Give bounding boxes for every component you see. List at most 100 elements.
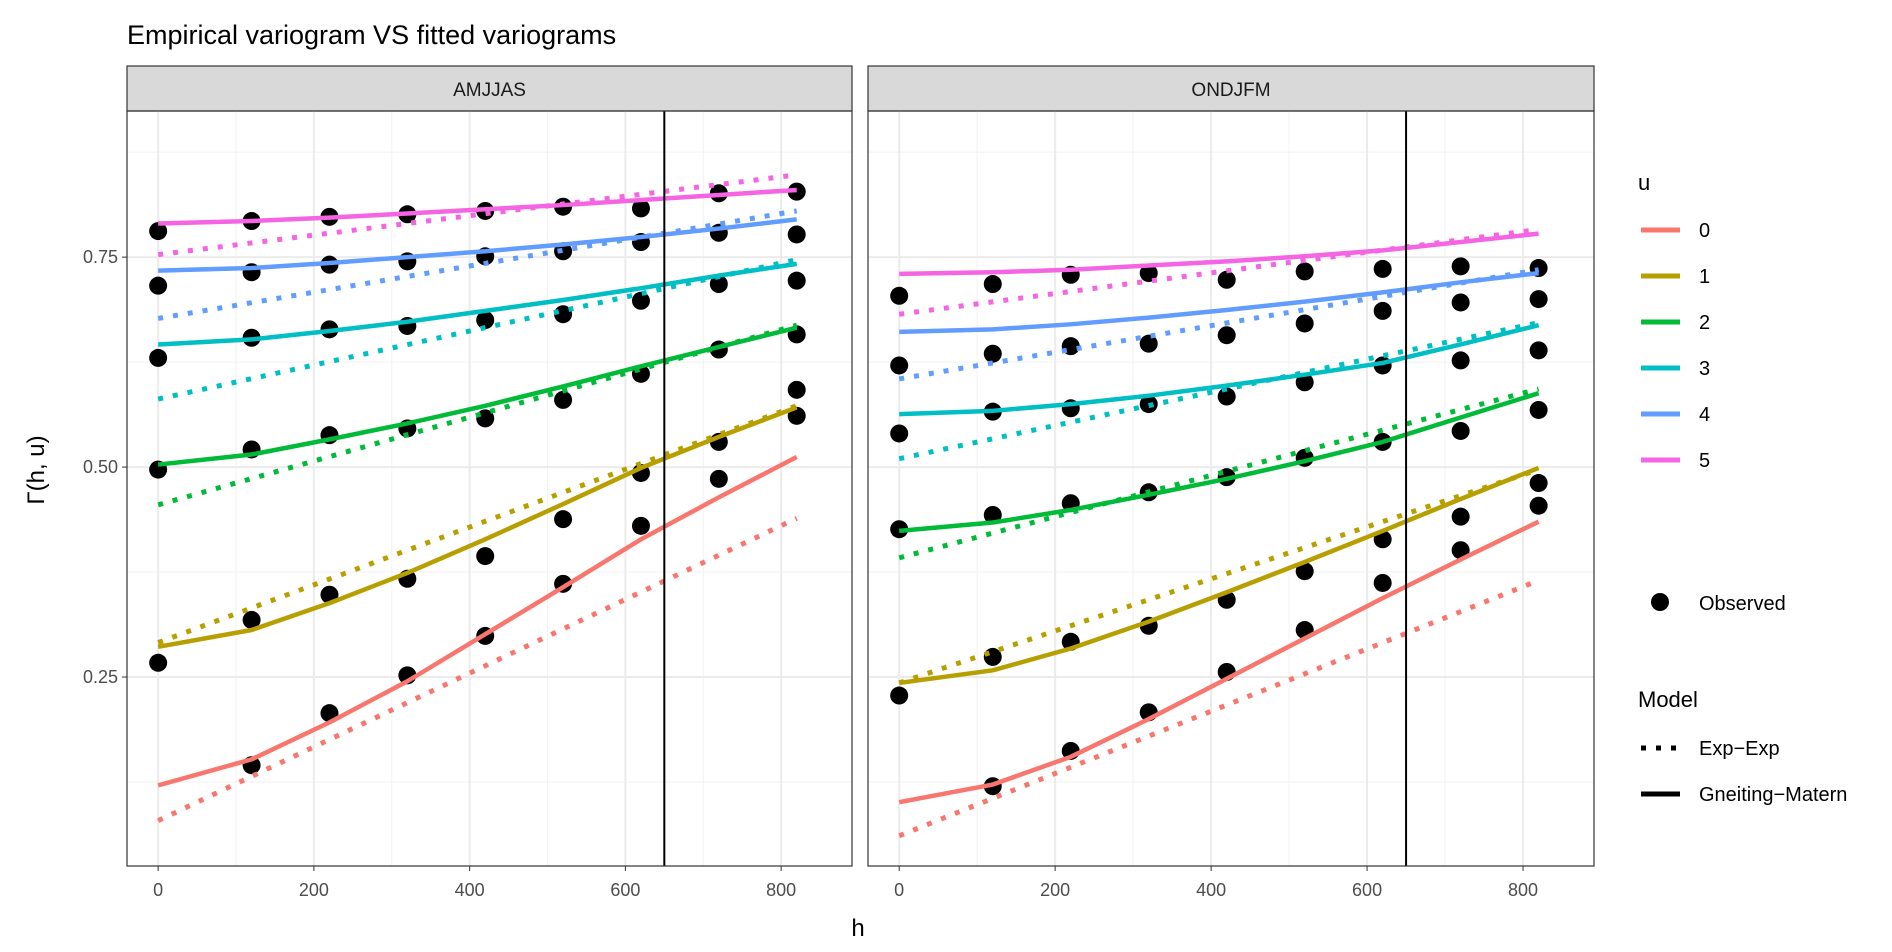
observed-point-u0 xyxy=(1451,541,1470,560)
observed-point-u4 xyxy=(1295,314,1314,333)
legend-u-label: 5 xyxy=(1699,450,1710,472)
exp-exp-line-u2 xyxy=(898,386,1540,561)
observed-point-u0 xyxy=(1373,573,1392,592)
observed-point-u5 xyxy=(1295,262,1314,281)
observed-point-u1 xyxy=(1295,562,1314,581)
observed-point-u3 xyxy=(149,348,168,367)
x-tick-label: 800 xyxy=(1508,880,1538,900)
observed-point-u5 xyxy=(1139,264,1158,283)
observed-point-u3 xyxy=(554,305,573,324)
gneiting-matern-line-u2 xyxy=(898,391,1540,534)
facet-strip-label: AMJJAS xyxy=(453,80,526,101)
exp-exp-line-u3 xyxy=(898,320,1540,462)
gneiting-matern-line-u1 xyxy=(898,465,1540,686)
observed-point-u3 xyxy=(1217,387,1236,406)
panel-border xyxy=(867,110,1595,867)
legend-u-label: 3 xyxy=(1699,358,1710,380)
y-tick-label: 0.75 xyxy=(83,247,118,267)
observed-point-u4 xyxy=(787,225,806,244)
observed-point-u1 xyxy=(1451,507,1470,526)
facet-strip xyxy=(126,65,853,112)
gneiting-matern-line-u3 xyxy=(158,261,798,347)
y-tick-label: 0.25 xyxy=(83,667,118,687)
gneiting-matern-line-u2 xyxy=(157,325,798,467)
x-tick-label: 800 xyxy=(766,880,796,900)
observed-point-u2 xyxy=(476,409,495,428)
observed-point-u5 xyxy=(1217,270,1236,289)
observed-point-u4 xyxy=(890,356,909,375)
observed-point-u4 xyxy=(1451,293,1470,312)
x-tick-label: 200 xyxy=(299,880,329,900)
exp-exp-line-u4 xyxy=(157,208,798,321)
observed-point-u5 xyxy=(1373,259,1392,278)
observed-point-u5 xyxy=(149,222,168,241)
panel-amjjas: AMJJAS 0 200 400 600 800 0.25 0.50 0.75 xyxy=(83,65,853,900)
observed-point-u0 xyxy=(631,516,650,535)
x-tick-label: 400 xyxy=(455,880,485,900)
observed-point-u1 xyxy=(983,647,1002,666)
observed-point-u5 xyxy=(1451,257,1470,276)
legend-exp-exp-label: Exp−Exp xyxy=(1699,738,1780,760)
legend-u-title: u xyxy=(1638,170,1650,195)
exp-exp-line-u0 xyxy=(898,578,1540,839)
exp-exp-line-u2 xyxy=(157,322,798,508)
observed-point-u3 xyxy=(476,311,495,330)
observed-point-u5 xyxy=(631,199,650,218)
x-axis-label: h xyxy=(851,915,864,942)
gneiting-matern-line-u4 xyxy=(158,217,797,273)
observed-point-u4 xyxy=(1529,290,1548,309)
observed-point-u2 xyxy=(554,390,573,409)
observed-point-u3 xyxy=(631,291,650,310)
observed-point-u1 xyxy=(242,610,261,629)
legend-u-label: 0 xyxy=(1699,220,1710,242)
legend-model-title: Model xyxy=(1638,687,1698,712)
observed-point-u4 xyxy=(1139,334,1158,353)
observed-point-u1 xyxy=(554,510,573,529)
x-tick-label: 600 xyxy=(610,880,640,900)
observed-point-u1 xyxy=(476,547,495,566)
panel-ondjfm: ONDJFM 0 200 400 600 800 xyxy=(867,65,1595,900)
observed-point-u4 xyxy=(149,276,168,295)
x-tick-label: 400 xyxy=(1196,880,1226,900)
x-tick-label: 0 xyxy=(894,880,904,900)
observed-point-u0 xyxy=(709,469,728,488)
observed-point-u1 xyxy=(149,653,168,672)
observed-point-u3 xyxy=(1451,351,1470,370)
chart-title: Empirical variogram VS fitted variograms xyxy=(127,20,616,50)
legend-u-items: 0 1 2 3 4 5 xyxy=(1641,220,1710,472)
legend: u 0 1 2 3 4 5 Observed Model Exp−Exp Gneiting… xyxy=(1638,170,1847,806)
exp-exp-line-u5 xyxy=(157,172,798,258)
y-axis-label: Γ(h, u) xyxy=(23,435,50,504)
observed-point-u1 xyxy=(890,686,909,705)
legend-observed-marker xyxy=(1651,593,1669,611)
observed-point-u3 xyxy=(1295,373,1314,392)
observed-point-u4 xyxy=(1373,301,1392,320)
y-tick-label: 0.50 xyxy=(83,457,118,477)
observed-point-u0 xyxy=(1529,496,1548,515)
x-tick-label: 600 xyxy=(1352,880,1382,900)
exp-exp-line-u3 xyxy=(157,257,798,402)
legend-u-label: 4 xyxy=(1699,404,1710,426)
observed-point-u4 xyxy=(1217,326,1236,345)
gneiting-matern-line-u0 xyxy=(898,519,1540,805)
gneiting-matern-line-u5 xyxy=(899,231,1539,277)
exp-exp-line-u5 xyxy=(898,226,1539,317)
observed-point-u2 xyxy=(983,505,1002,524)
observed-point-u3 xyxy=(709,275,728,294)
observed-point-u2 xyxy=(1451,421,1470,440)
gneiting-matern-line-u1 xyxy=(157,405,798,650)
observed-point-u4 xyxy=(983,344,1002,363)
x-tick-label: 200 xyxy=(1040,880,1070,900)
legend-gneiting-label: Gneiting−Matern xyxy=(1699,784,1847,806)
observed-point-u1 xyxy=(1529,474,1548,493)
exp-exp-line-u0 xyxy=(157,516,798,823)
facet-strip-label: ONDJFM xyxy=(1191,80,1270,101)
observed-point-u5 xyxy=(983,275,1002,294)
panel-border xyxy=(126,110,853,867)
legend-u-label: 2 xyxy=(1699,312,1710,334)
legend-observed-label: Observed xyxy=(1699,593,1786,615)
observed-point-u5 xyxy=(890,286,909,305)
gneiting-matern-line-u5 xyxy=(158,187,797,226)
observed-point-u3 xyxy=(787,271,806,290)
